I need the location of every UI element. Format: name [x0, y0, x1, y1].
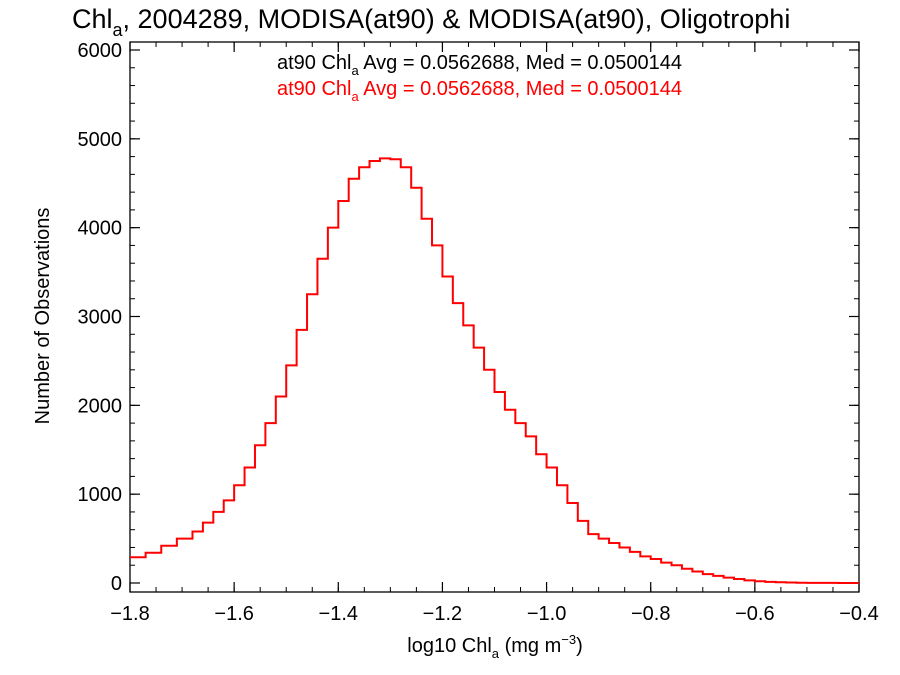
y-tick-label: 1000 — [78, 484, 123, 506]
x-tick-label: −0.4 — [839, 603, 878, 625]
x-axis: −1.8 −1.6 −1.4 −1.2 −1.0 −0.8 −0.6 −0.4 — [110, 42, 879, 625]
y-tick-label: 0 — [111, 573, 122, 595]
x-tick-label: −1.6 — [214, 603, 253, 625]
x-tick-label: −1.0 — [527, 603, 566, 625]
chart-title: Chla, 2004289, MODISA(at90) & MODISA(at9… — [72, 4, 790, 40]
y-tick-label: 4000 — [78, 218, 123, 240]
plot-frame — [129, 41, 860, 593]
y-tick-label: 3000 — [78, 307, 123, 329]
annotation-black: at90 Chla Avg = 0.0562688, Med = 0.05001… — [277, 52, 682, 78]
x-tick-label: −1.8 — [110, 603, 149, 625]
x-tick-label: −0.6 — [735, 603, 774, 625]
x-tick-label: −0.8 — [631, 603, 670, 625]
x-tick-label: −1.4 — [319, 603, 358, 625]
annotation-red: at90 Chla Avg = 0.0562688, Med = 0.05001… — [277, 78, 682, 104]
x-tick-label: −1.2 — [423, 603, 462, 625]
series-line — [130, 157, 859, 584]
x-axis-label: log10 Chla (mg m−3) — [407, 632, 582, 661]
y-tick-label: 6000 — [78, 40, 123, 62]
y-tick-label: 5000 — [78, 129, 123, 151]
y-axis-label: Number of Observations — [32, 208, 54, 425]
y-axis: 0 1000 2000 3000 4000 5000 6000 — [78, 40, 859, 595]
y-tick-label: 2000 — [78, 395, 123, 417]
